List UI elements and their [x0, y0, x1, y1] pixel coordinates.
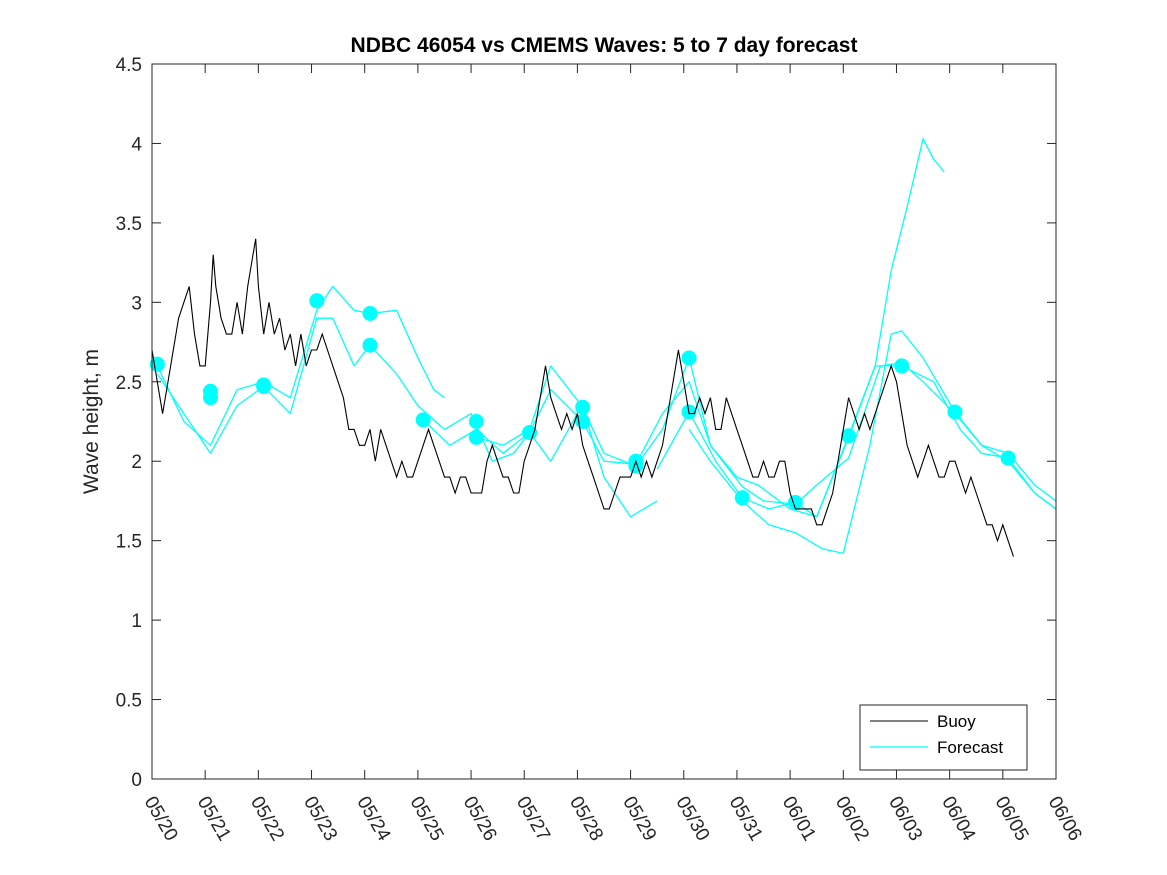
forecast-marker [1000, 450, 1016, 466]
plot-area [152, 64, 1056, 779]
legend: Buoy Forecast [859, 704, 1028, 771]
y-axis-title: Wave height, m [80, 349, 103, 494]
forecast-marker [628, 458, 644, 474]
legend-label-buoy: Buoy [937, 712, 976, 731]
forecast-marker [362, 337, 378, 353]
forecast-marker [894, 358, 910, 374]
y-tick-label: 0 [131, 770, 142, 791]
y-tick-label: 3.5 [116, 214, 142, 235]
forecast-marker [468, 414, 484, 429]
forecast-marker [256, 377, 272, 393]
y-tick-label: 2.5 [116, 373, 142, 394]
forecast-marker [468, 429, 484, 445]
forecast-series [149, 138, 1057, 555]
buoy-line [151, 238, 1015, 557]
legend-label-forecast: Forecast [937, 738, 1003, 757]
forecast-marker [947, 404, 963, 420]
buoy-series [151, 238, 1015, 557]
forecast-marker [362, 305, 378, 321]
forecast-line [476, 357, 1057, 505]
forecast-marker [575, 399, 591, 415]
forecast-marker [202, 390, 218, 406]
forecast-line [656, 138, 945, 518]
forecast-marker [734, 490, 750, 506]
legend-box [859, 704, 1028, 771]
y-tick-label: 1.5 [116, 532, 142, 553]
y-tick-label: 3 [131, 293, 142, 314]
forecast-marker [415, 412, 431, 428]
plot-frame [151, 63, 1057, 780]
y-tick-label: 4.5 [116, 55, 142, 76]
y-tick-label: 2 [131, 452, 142, 473]
y-tick-label: 0.5 [116, 691, 142, 712]
y-tick-labels: 0 0.5 1 1.5 2 2.5 3 3.5 4 4.5 [116, 55, 143, 791]
forecast-marker [681, 350, 697, 366]
chart-title: NDBC 46054 vs CMEMS Waves: 5 to 7 day fo… [351, 34, 858, 57]
y-tick-label: 1 [131, 611, 142, 632]
forecast-line [688, 330, 1057, 555]
forecast-marker [522, 425, 538, 441]
forecast-marker [309, 293, 325, 309]
forecast-line [156, 285, 445, 446]
forecast-marker [841, 428, 857, 444]
y-tick-label: 4 [131, 134, 142, 155]
